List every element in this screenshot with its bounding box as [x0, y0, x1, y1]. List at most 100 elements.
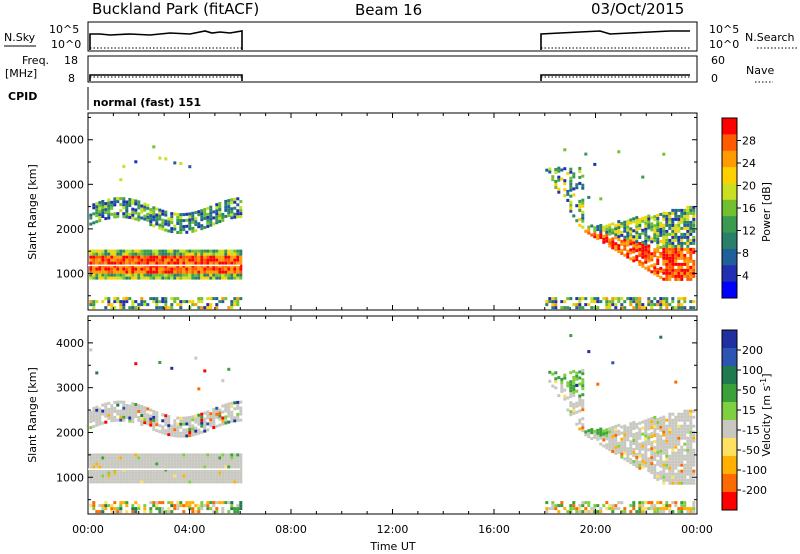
- power-cell: [662, 259, 666, 263]
- velocity-cell: [686, 430, 690, 434]
- power-cell: [191, 252, 195, 256]
- velocity-cell: [587, 504, 591, 508]
- velocity-cell: [638, 427, 642, 431]
- power-cell: [170, 218, 174, 222]
- velocity-cell: [185, 428, 189, 432]
- power-cell: [587, 303, 591, 307]
- velocity-cell: [116, 507, 120, 511]
- power-cell: [674, 268, 678, 272]
- velocity-cell: [209, 453, 213, 457]
- power-cell: [557, 175, 561, 179]
- power-cell: [128, 276, 132, 280]
- power-cell: [653, 303, 657, 307]
- velocity-cell: [692, 436, 696, 440]
- power-cell: [689, 229, 693, 233]
- power-cell: [215, 215, 219, 219]
- power-cell: [236, 300, 240, 304]
- power-cell: [230, 300, 234, 304]
- velocity-cell: [122, 465, 126, 469]
- velocity-cell: [137, 404, 141, 407]
- power-cell: [617, 247, 621, 251]
- velocity-cell: [686, 451, 690, 455]
- power-cell: [152, 209, 156, 213]
- velocity-cell: [629, 443, 633, 447]
- power-cell: [665, 306, 669, 310]
- velocity-cell: [635, 434, 639, 438]
- velocity-cell: [611, 504, 615, 508]
- velocity-cell: [224, 480, 228, 484]
- velocity-cell: [575, 377, 579, 381]
- velocity-cell: [101, 421, 105, 425]
- velocity-cell: [578, 409, 582, 413]
- velocity-cell: [605, 428, 609, 432]
- power-cell: [134, 300, 138, 304]
- velocity-cell: [650, 468, 654, 472]
- velocity-cell: [617, 423, 621, 427]
- power-cell: [638, 263, 642, 266]
- power-cell: [239, 270, 243, 274]
- velocity-cell: [689, 466, 693, 470]
- power-cell: [569, 297, 573, 301]
- colorbar-tick-label: 200: [742, 344, 763, 357]
- power-cell: [158, 306, 162, 310]
- power-cell: [605, 224, 609, 228]
- velocity-cell: [224, 418, 228, 422]
- velocity-cell: [629, 452, 633, 456]
- velocity-cell: [641, 420, 645, 424]
- velocity-cell: [641, 510, 645, 514]
- velocity-cell: [653, 428, 657, 431]
- velocity-cell: [155, 474, 159, 478]
- velocity-cell: [560, 504, 564, 508]
- power-cell: [680, 306, 684, 310]
- power-cell: [203, 226, 207, 229]
- velocity-cell: [143, 418, 147, 422]
- velocity-cell: [644, 443, 648, 447]
- velocity-cell: [581, 384, 585, 388]
- power-cell: [203, 306, 207, 310]
- power-cell: [131, 261, 135, 265]
- power-cell: [224, 202, 228, 206]
- velocity-cell: [680, 504, 684, 508]
- velocity-cell: [119, 462, 123, 466]
- velocity-cell: [665, 475, 669, 479]
- velocity-cell: [113, 477, 117, 481]
- power-cell: [545, 300, 549, 304]
- velocity-cell: [569, 380, 573, 384]
- velocity-cell: [605, 434, 609, 438]
- power-cell: [611, 243, 615, 247]
- power-cell: [671, 265, 675, 269]
- power-cell: [569, 185, 573, 189]
- power-cell: [668, 262, 672, 266]
- velocity-cell: [200, 504, 204, 508]
- velocity-cell: [95, 453, 99, 457]
- velocity-cell: [635, 440, 639, 444]
- velocity-cell: [197, 474, 201, 478]
- velocity-cell: [644, 428, 648, 432]
- power-cell: [131, 306, 135, 310]
- power-cell: [224, 261, 228, 265]
- power-cell: [167, 223, 171, 227]
- velocity-cell: [551, 507, 555, 511]
- velocity-cell: [170, 453, 174, 457]
- power-cell: [113, 212, 117, 216]
- power-cell: [164, 222, 168, 226]
- velocity-cell: [647, 469, 651, 473]
- velocity-cell: [212, 459, 216, 463]
- velocity-cell: [623, 430, 627, 434]
- power-cell: [620, 221, 624, 225]
- power-cell: [674, 232, 678, 236]
- velocity-cell: [188, 459, 192, 463]
- power-cell: [662, 303, 666, 307]
- power-cell: [161, 306, 165, 310]
- velocity-cell: [674, 430, 678, 434]
- velocity-cell: [686, 415, 690, 419]
- power-cell: [629, 257, 633, 261]
- power-cell: [164, 213, 168, 217]
- power-cell: [563, 188, 567, 192]
- power-cell: [644, 218, 648, 222]
- velocity-cell: [194, 420, 198, 424]
- power-cell: [185, 255, 189, 259]
- power-cell: [113, 203, 117, 207]
- power-cell: [98, 207, 102, 211]
